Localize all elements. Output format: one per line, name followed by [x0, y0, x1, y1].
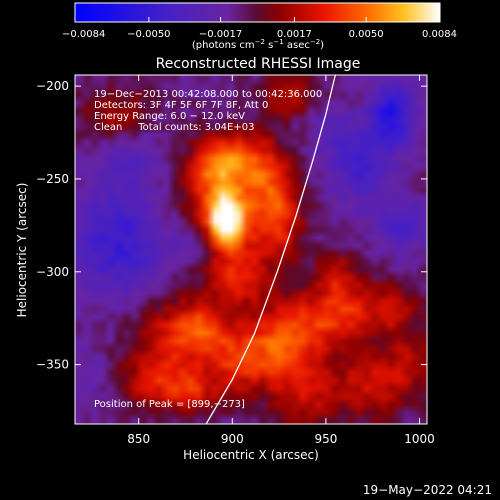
colorbar-gradient [75, 3, 440, 22]
y-axis: −200 −250 −300 −350 [36, 79, 427, 372]
colorbar-frame [74, 2, 441, 23]
plot-area [75, 75, 427, 424]
heatmap-image [75, 75, 427, 424]
colorbar-tick-label: −0.0017 [199, 29, 242, 40]
colorbar-tick-label: −0.0084 [62, 29, 105, 40]
x-tick-label: 950 [314, 432, 337, 446]
solar-limb-line [205, 75, 336, 424]
x-axis-label: Heliocentric X (arcsec) [183, 448, 319, 462]
x-tick-label: 1000 [404, 432, 435, 446]
annotation-time-range: 19−Dec−2013 00:42:08.000 to 00:42:36.000 [94, 89, 322, 100]
peak-position-label: Position of Peak = [899,−273] [94, 399, 245, 410]
colorbar-tick-label: −0.0050 [127, 29, 170, 40]
y-tick-label: −350 [36, 358, 69, 372]
colorbar-ticks: −0.0084 −0.0050 −0.0017 0.0017 0.0050 0.0084 [62, 17, 457, 40]
y-tick-label: −250 [36, 172, 69, 186]
colorbar-tick-label: 0.0017 [277, 29, 312, 40]
annotation-block: 19−Dec−2013 00:42:08.000 to 00:42:36.000… [94, 89, 322, 133]
plot-frame [74, 74, 428, 425]
x-axis: 850 900 950 1000 [127, 75, 435, 446]
annotation-clean-counts: Clean Total counts: 3.04E+03 [94, 122, 254, 133]
annotation-detectors: Detectors: 3F 4F 5F 6F 7F 8F, Att 0 [94, 100, 268, 111]
x-tick-label: 900 [221, 432, 244, 446]
y-tick-label: −200 [36, 79, 69, 93]
chart-title: Reconstructed RHESSI Image [156, 56, 361, 72]
footer-timestamp: 19−May−2022 04:21 [363, 483, 492, 497]
colorbar-tick-label: 0.0050 [349, 29, 384, 40]
colorbar-tick-label: 0.0084 [422, 29, 457, 40]
x-tick-label: 850 [127, 432, 150, 446]
annotation-energy-range: Energy Range: 6.0 − 12.0 keV [94, 111, 245, 122]
y-axis-label: Heliocentric Y (arcsec) [15, 183, 29, 318]
y-tick-label: −300 [36, 265, 69, 279]
colorbar: −0.0084 −0.0050 −0.0017 0.0017 0.0050 0.0084 … [62, 2, 457, 51]
colorbar-unit: (photons cm−2 s−1 asec−2) [192, 38, 324, 51]
